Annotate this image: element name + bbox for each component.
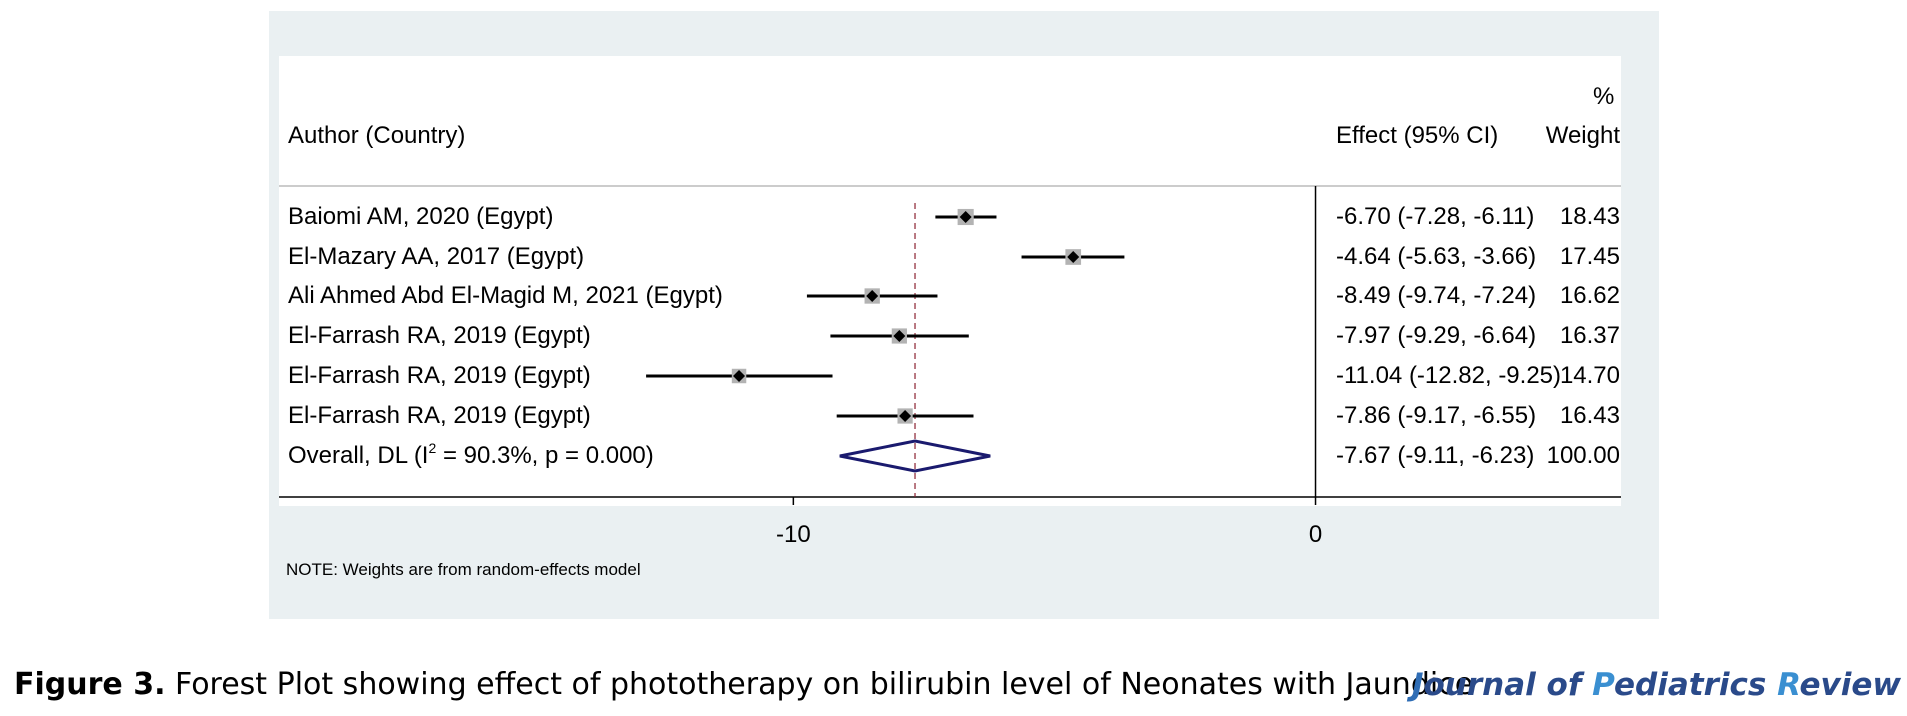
x-tick-label: 0 (1309, 521, 1322, 548)
weight-value: 14.70 (1559, 362, 1620, 389)
effect-ci-text: -7.86 (-9.17, -6.55) (1336, 402, 1537, 429)
weight-value: 16.43 (1559, 402, 1620, 429)
weight-value: 17.45 (1559, 243, 1620, 270)
overall-ci-text: -7.67 (-9.11, -6.23) (1336, 442, 1535, 469)
effect-ci-text: -8.49 (-9.74, -7.24) (1336, 282, 1537, 309)
weight-value: 18.43 (1559, 203, 1620, 230)
study-label: El-Farrash RA, 2019 (Egypt) (288, 362, 591, 389)
effect-ci-text: -6.70 (-7.28, -6.11) (1336, 203, 1535, 230)
point-estimate-marker (959, 211, 972, 223)
plot-area (279, 56, 1621, 506)
point-estimate-marker (866, 290, 879, 302)
weight-value: 16.37 (1559, 322, 1620, 349)
point-estimate-marker (733, 370, 746, 382)
figure-label: Figure 3. (14, 667, 166, 702)
journal-logo: Journal of Pediatrics Review (1412, 667, 1901, 703)
overall-label: Overall, DL (I2 = 90.3%, p = 0.000) (288, 440, 654, 469)
caption-text: Forest Plot showing effect of photothera… (165, 667, 1474, 702)
effect-column-header: Effect (95% CI) (1336, 122, 1499, 149)
study-column-header: Author (Country) (288, 122, 466, 149)
x-tick-label: -10 (776, 521, 811, 548)
weight-value: 16.62 (1559, 282, 1620, 309)
journal-logo-part: J (1411, 667, 1424, 703)
weight-header-top: % (1593, 83, 1615, 110)
overall-weight-value: 100.00 (1546, 442, 1620, 469)
point-estimate-marker (899, 410, 912, 422)
effect-ci-text: -11.04 (-12.82, -9.25) (1336, 362, 1562, 389)
study-label: El-Mazary AA, 2017 (Egypt) (288, 243, 585, 270)
journal-logo-part: R (1777, 667, 1800, 703)
overall-diamond (839, 439, 991, 473)
journal-logo-part: P (1592, 667, 1615, 703)
point-estimate-marker (893, 330, 906, 342)
figure-caption: Figure 3. Forest Plot showing effect of … (14, 667, 1473, 703)
effect-ci-text: -7.97 (-9.29, -6.64) (1336, 322, 1537, 349)
study-label: El-Farrash RA, 2019 (Egypt) (288, 322, 591, 349)
point-estimate-marker (1067, 251, 1080, 263)
weights-note: NOTE: Weights are from random-effects mo… (286, 560, 641, 579)
study-label: Ali Ahmed Abd El-Magid M, 2021 (Egypt) (288, 282, 723, 309)
journal-logo-part: ediatrics (1614, 667, 1778, 703)
study-label: El-Farrash RA, 2019 (Egypt) (288, 402, 591, 429)
effect-ci-text: -4.64 (-5.63, -3.66) (1336, 243, 1537, 270)
study-label: Baiomi AM, 2020 (Egypt) (288, 203, 554, 230)
journal-logo-part: ournal of (1423, 667, 1593, 703)
journal-logo-part: eview (1799, 667, 1901, 703)
weight-column-header: Weight (1545, 122, 1620, 149)
